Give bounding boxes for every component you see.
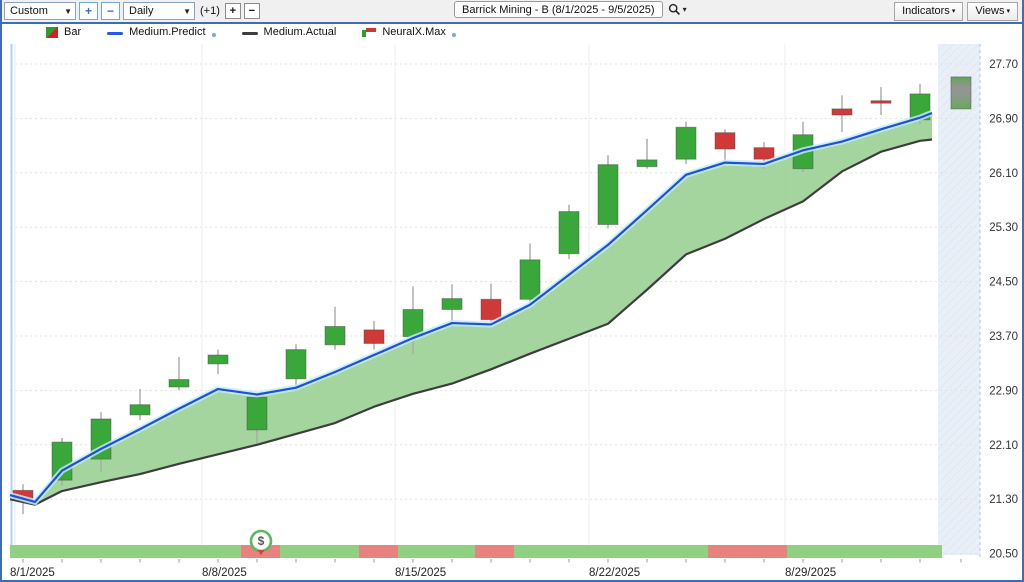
chevron-down-icon: ▼ [64, 6, 72, 16]
chart-type-value: Custom [10, 5, 48, 17]
offset-minus-button[interactable]: − [243, 3, 260, 19]
predict-line [9, 110, 934, 506]
candle-8/26/2025[interactable] [675, 121, 697, 164]
forecast-column [938, 44, 981, 558]
candle-8/27/2025[interactable] [714, 129, 736, 160]
svg-text:27.70: 27.70 [989, 59, 1018, 71]
svg-text:8/29/2025: 8/29/2025 [785, 567, 836, 579]
legend-item-medium-actual[interactable]: Medium.Actual [241, 26, 337, 38]
chevron-down-icon: ▼ [183, 6, 191, 16]
svg-text:20.50: 20.50 [989, 549, 1018, 561]
legend-item-neuralx-max[interactable]: NeuralX.Max [362, 27, 456, 38]
svg-text:8/15/2025: 8/15/2025 [395, 567, 446, 579]
prediction-band [10, 112, 932, 505]
candle-8/11/2025[interactable] [246, 393, 268, 445]
svg-text:26.90: 26.90 [989, 113, 1018, 125]
svg-text:8/8/2025: 8/8/2025 [202, 567, 247, 579]
info-dot-icon[interactable] [211, 33, 216, 37]
chart-region[interactable]: Bar Medium.Predict Medium.Actual NeuralX… [2, 24, 1022, 582]
zoom-out-button[interactable]: − [101, 2, 120, 20]
candle-9/2/2025[interactable] [831, 95, 853, 132]
candle-9/5/2025[interactable] [950, 76, 972, 110]
symbol-search-button[interactable]: ▾ [668, 3, 687, 16]
legend-label: Medium.Predict [129, 26, 206, 38]
symbol-title: Barrick Mining - B (8/1/2025 - 9/5/2025) [462, 3, 655, 16]
svg-text:23.70: 23.70 [989, 331, 1018, 343]
svg-text:8/22/2025: 8/22/2025 [589, 567, 640, 579]
legend-item-bar[interactable]: Bar [46, 27, 81, 38]
x-axis-labels: 8/1/2025 8/8/2025 8/15/2025 8/22/2025 8/29/2… [10, 567, 836, 579]
candle-8/14/2025[interactable] [363, 321, 385, 350]
predict-line-icon [107, 32, 124, 35]
candle-8/13/2025[interactable] [324, 306, 346, 350]
bar-offset-label: (+1) [200, 5, 220, 17]
search-icon [668, 3, 680, 15]
chevron-down-icon: ▾ [1006, 8, 1010, 15]
candle-8/15/2025[interactable] [402, 286, 424, 355]
y-axis-labels: 27.70 26.90 26.10 25.30 24.50 23.70 22.90 22.10… [989, 59, 1018, 561]
legend-label: NeuralX.Max [382, 26, 446, 38]
views-button[interactable]: Views ▾ [967, 1, 1018, 21]
price-chart-canvas[interactable]: $27.70 26.90 26.10 25.30 24.50 23.70 22.90 22.1… [2, 24, 1022, 582]
chart-type-dropdown[interactable]: Custom ▼ [4, 2, 76, 20]
offset-plus-button[interactable]: + [224, 3, 241, 19]
candle-8/25/2025[interactable] [636, 138, 658, 169]
svg-text:24.50: 24.50 [989, 277, 1018, 289]
views-button-label: Views [975, 5, 1005, 17]
signal-strip [10, 545, 942, 558]
candle-8/12/2025[interactable] [285, 344, 307, 391]
symbol-title-box[interactable]: Barrick Mining - B (8/1/2025 - 9/5/2025) [454, 1, 663, 18]
dollar-signal-marker[interactable]: $ [249, 529, 273, 555]
svg-text:8/1/2025: 8/1/2025 [10, 567, 55, 579]
svg-text:22.90: 22.90 [989, 385, 1018, 397]
legend-item-medium-predict[interactable]: Medium.Predict [107, 26, 216, 38]
neuralx-series-icon [362, 27, 377, 37]
zoom-in-button[interactable]: + [79, 2, 98, 20]
svg-text:22.10: 22.10 [989, 440, 1018, 452]
chevron-down-icon: ▾ [951, 8, 956, 15]
x-axis-ticks [22, 559, 962, 563]
candle-8/19/2025[interactable] [480, 283, 502, 323]
candle-8/7/2025[interactable] [168, 357, 190, 391]
left-axis-line [10, 44, 16, 558]
legend-label: Bar [64, 26, 82, 38]
candles[interactable] [12, 76, 972, 515]
candle-8/6/2025[interactable] [129, 389, 151, 421]
candle-8/8/2025[interactable] [207, 349, 229, 375]
chart-toolbar: Custom ▼ + − Daily ▼ (+1) + − Barrick Mi… [2, 0, 1022, 24]
info-dot-icon[interactable] [451, 33, 456, 37]
candle-8/21/2025[interactable] [558, 204, 580, 260]
candle-8/20/2025[interactable] [519, 243, 541, 305]
svg-text:25.30: 25.30 [989, 222, 1018, 234]
candle-8/18/2025[interactable] [441, 284, 463, 326]
candle-8/22/2025[interactable] [597, 155, 619, 229]
bar-series-icon [46, 27, 58, 38]
interval-value: Daily [129, 5, 154, 17]
chart-legend: Bar Medium.Predict Medium.Actual NeuralX… [46, 27, 456, 38]
actual-line [9, 138, 933, 506]
candle-9/3/2025[interactable] [870, 87, 892, 115]
chevron-down-icon: ▾ [682, 5, 687, 14]
svg-text:26.10: 26.10 [989, 168, 1018, 180]
actual-line-icon [241, 32, 258, 35]
legend-label: Medium.Actual [263, 26, 337, 38]
dollar-icon: $ [258, 534, 265, 548]
indicators-button[interactable]: Indicators ▾ [894, 1, 964, 21]
indicators-button-label: Indicators [902, 5, 950, 17]
interval-dropdown[interactable]: Daily ▼ [123, 2, 195, 20]
svg-text:21.30: 21.30 [989, 494, 1018, 506]
